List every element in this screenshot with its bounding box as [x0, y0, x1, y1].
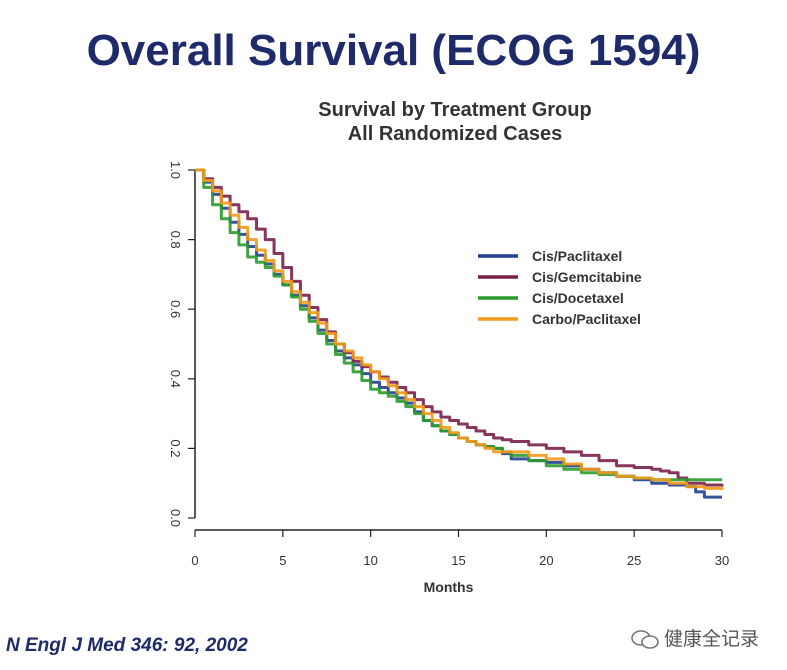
x-tick-label: 10 [363, 553, 377, 568]
legend-label: Cis/Paclitaxel [532, 248, 622, 264]
y-tick-label: 0.2 [168, 439, 183, 457]
y-tick-label: 0.4 [168, 370, 183, 388]
chart-axes: 0 5 10 15 20 25 30 0.0 0.2 0.4 0.6 0.8 1.0 Months [168, 161, 729, 595]
citation: N Engl J Med 346: 92, 2002 [6, 635, 248, 656]
series-line-carbo-paclitaxel [195, 168, 724, 491]
x-tick-label: 0 [191, 553, 198, 568]
y-tick-label: 0.0 [168, 509, 183, 527]
wechat-icon [631, 629, 659, 649]
series-line-cis-docetaxel [195, 168, 722, 482]
plot-title: Survival by Treatment Group All Randomiz… [255, 98, 655, 146]
legend-label: Cis/Docetaxel [532, 290, 624, 306]
chart-title: Survival by Treatment Group [318, 99, 592, 121]
watermark-text: 健康全记录 [664, 628, 760, 650]
watermark: 健康全记录 [630, 624, 759, 651]
y-tick-label: 0.8 [168, 231, 183, 249]
x-tick-label: 25 [627, 553, 641, 568]
x-tick-label: 15 [451, 553, 465, 568]
legend-label: Cis/Gemcitabine [532, 269, 642, 285]
legend-label: Carbo/Paclitaxel [532, 311, 641, 327]
chart-subtitle: All Randomized Cases [347, 123, 563, 145]
x-tick-label: 5 [279, 553, 286, 568]
x-tick-label: 30 [715, 553, 729, 568]
y-tick-label: 0.6 [168, 300, 183, 318]
chart-legend: Cis/Paclitaxel Cis/Gemcitabine Cis/Docetax… [478, 248, 642, 327]
series-line-cis-paclitaxel [195, 168, 722, 499]
slide-title: Overall Survival (ECOG 1594) [86, 26, 701, 75]
chart-series-lines [195, 168, 724, 499]
x-tick-label: 20 [539, 553, 553, 568]
survival-chart: 0 5 10 15 20 25 30 0.0 0.2 0.4 0.6 0.8 1.0 Months Cis… [168, 161, 729, 595]
x-axis-label: Months [424, 579, 474, 595]
y-tick-label: 1.0 [168, 161, 183, 179]
